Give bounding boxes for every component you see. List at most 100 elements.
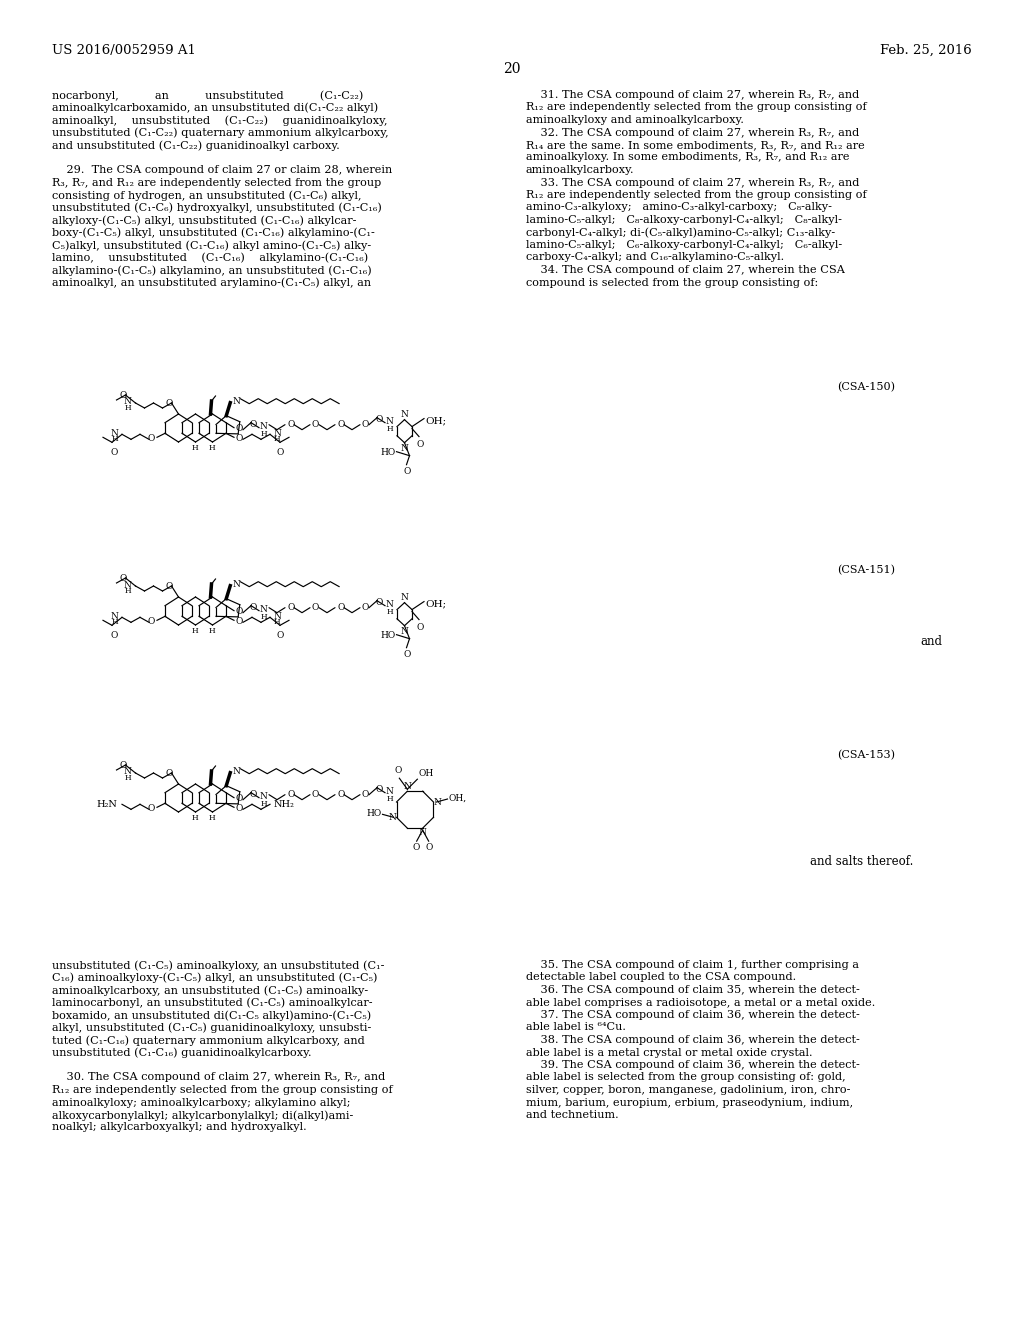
Text: R₁₄ are the same. In some embodiments, R₃, R₇, and R₁₂ are: R₁₄ are the same. In some embodiments, R… (526, 140, 864, 150)
Text: H: H (191, 627, 198, 635)
Text: 39. The CSA compound of claim 36, wherein the detect-: 39. The CSA compound of claim 36, wherei… (526, 1060, 860, 1071)
Text: able label is a metal crystal or metal oxide crystal.: able label is a metal crystal or metal o… (526, 1048, 812, 1057)
Text: OH: OH (419, 770, 433, 779)
Text: O: O (312, 603, 319, 612)
Text: O: O (147, 804, 155, 813)
Text: H: H (387, 425, 393, 433)
Text: able label is selected from the group consisting of: gold,: able label is selected from the group co… (526, 1072, 846, 1082)
Text: O: O (120, 391, 127, 400)
Text: O: O (276, 631, 284, 640)
Text: alkoxycarbonylalkyl; alkylcarbonylalkyl; di(alkyl)ami-: alkoxycarbonylalkyl; alkylcarbonylalkyl;… (52, 1110, 353, 1121)
Text: O: O (236, 424, 244, 433)
Text: O: O (287, 791, 294, 799)
Text: O: O (166, 399, 173, 408)
Text: able label is ⁶⁴Cu.: able label is ⁶⁴Cu. (526, 1023, 626, 1032)
Text: O: O (337, 791, 344, 799)
Text: H: H (191, 444, 198, 451)
Text: O: O (236, 607, 244, 616)
Text: aminoalkyloxy. In some embodiments, R₃, R₇, and R₁₂ are: aminoalkyloxy. In some embodiments, R₃, … (526, 153, 850, 162)
Text: carboxy-C₄-alkyl; and C₁₆-alkylamino-C₅-alkyl.: carboxy-C₄-alkyl; and C₁₆-alkylamino-C₅-… (526, 252, 784, 263)
Text: NH₂: NH₂ (274, 800, 295, 809)
Text: unsubstituted (C₁-C₅) aminoalkyloxy, an unsubstituted (C₁-: unsubstituted (C₁-C₅) aminoalkyloxy, an … (52, 960, 384, 970)
Text: O: O (417, 623, 424, 631)
Text: boxy-(C₁-C₅) alkyl, unsubstituted (C₁-C₁₆) alkylamino-(C₁-: boxy-(C₁-C₅) alkyl, unsubstituted (C₁-C₁… (52, 227, 375, 238)
Text: N: N (111, 612, 118, 620)
Text: O: O (236, 795, 244, 803)
Text: HO: HO (367, 809, 382, 818)
Text: amino-C₃-alkyloxy;   amino-C₃-alkyl-carboxy;   C₈-alky-: amino-C₃-alkyloxy; amino-C₃-alkyl-carbox… (526, 202, 831, 213)
Text: 29.  The CSA compound of claim 27 or claim 28, wherein: 29. The CSA compound of claim 27 or clai… (52, 165, 392, 176)
Text: H: H (125, 404, 131, 412)
Text: N: N (400, 409, 409, 418)
Text: O: O (417, 440, 424, 449)
Text: aminoalkylcarboxy.: aminoalkylcarboxy. (526, 165, 635, 176)
Text: (CSA-151): (CSA-151) (837, 565, 895, 576)
Text: N: N (124, 767, 131, 776)
Text: N: N (400, 593, 409, 602)
Text: compound is selected from the group consisting of:: compound is selected from the group cons… (526, 277, 818, 288)
Text: 37. The CSA compound of claim 36, wherein the detect-: 37. The CSA compound of claim 36, wherei… (526, 1010, 860, 1020)
Text: N: N (403, 783, 412, 791)
Text: lamino-C₅-alkyl;   C₆-alkoxy-carbonyl-C₄-alkyl;   C₆-alkyl-: lamino-C₅-alkyl; C₆-alkoxy-carbonyl-C₄-a… (526, 240, 842, 249)
Text: OH;: OH; (425, 417, 446, 425)
Text: aminoalkyl,    unsubstituted    (C₁-C₂₂)    guanidinoalkyloxy,: aminoalkyl, unsubstituted (C₁-C₂₂) guani… (52, 115, 387, 125)
Text: 30. The CSA compound of claim 27, wherein R₃, R₇, and: 30. The CSA compound of claim 27, wherei… (52, 1072, 385, 1082)
Text: O: O (403, 649, 412, 659)
Text: O: O (287, 420, 294, 429)
Text: O: O (147, 616, 155, 626)
Text: H: H (208, 627, 215, 635)
Text: O: O (394, 766, 402, 775)
Text: tuted (C₁-C₁₆) quaternary ammonium alkylcarboxy, and: tuted (C₁-C₁₆) quaternary ammonium alkyl… (52, 1035, 365, 1045)
Text: N: N (124, 397, 131, 407)
Text: aminoalkylcarboxamido, an unsubstituted di(C₁-C₂₂ alkyl): aminoalkylcarboxamido, an unsubstituted … (52, 103, 378, 114)
Text: O: O (312, 420, 319, 429)
Text: 35. The CSA compound of claim 1, further comprising a: 35. The CSA compound of claim 1, further… (526, 960, 859, 970)
Text: (CSA-150): (CSA-150) (837, 381, 895, 392)
Text: 31. The CSA compound of claim 27, wherein R₃, R₇, and: 31. The CSA compound of claim 27, wherei… (526, 90, 859, 100)
Text: and unsubstituted (C₁-C₂₂) guanidinoalkyl carboxy.: and unsubstituted (C₁-C₂₂) guanidinoalky… (52, 140, 340, 150)
Text: N: N (232, 581, 241, 589)
Text: O: O (337, 603, 344, 612)
Text: 34. The CSA compound of claim 27, wherein the CSA: 34. The CSA compound of claim 27, wherei… (526, 265, 845, 275)
Text: silver, copper, boron, manganese, gadolinium, iron, chro-: silver, copper, boron, manganese, gadoli… (526, 1085, 850, 1096)
Text: unsubstituted (C₁-C₆) hydroxyalkyl, unsubstituted (C₁-C₁₆): unsubstituted (C₁-C₆) hydroxyalkyl, unsu… (52, 202, 382, 213)
Text: H: H (125, 587, 131, 595)
Text: O: O (249, 789, 257, 799)
Text: N: N (260, 605, 268, 614)
Text: C₅)alkyl, unsubstituted (C₁-C₁₆) alkyl amino-(C₁-C₅) alky-: C₅)alkyl, unsubstituted (C₁-C₁₆) alkyl a… (52, 240, 371, 251)
Text: N: N (386, 787, 394, 796)
Text: O: O (362, 791, 370, 799)
Text: N: N (273, 429, 281, 438)
Text: O: O (166, 770, 173, 777)
Text: boxamido, an unsubstituted di(C₁-C₅ alkyl)amino-(C₁-C₅): boxamido, an unsubstituted di(C₁-C₅ alky… (52, 1010, 372, 1020)
Text: O: O (249, 420, 257, 429)
Text: lamino,    unsubstituted    (C₁-C₁₆)    alkylamino-(C₁-C₁₆): lamino, unsubstituted (C₁-C₁₆) alkylamin… (52, 252, 369, 263)
Text: 38. The CSA compound of claim 36, wherein the detect-: 38. The CSA compound of claim 36, wherei… (526, 1035, 860, 1045)
Text: N: N (400, 627, 409, 636)
Text: R₁₂ are independently selected from the group consisting of: R₁₂ are independently selected from the … (526, 190, 866, 201)
Text: O: O (166, 582, 173, 591)
Text: able label comprises a radioisotope, a metal or a metal oxide.: able label comprises a radioisotope, a m… (526, 998, 876, 1007)
Text: O: O (249, 603, 257, 611)
Text: unsubstituted (C₁-C₂₂) quaternary ammonium alkylcarboxy,: unsubstituted (C₁-C₂₂) quaternary ammoni… (52, 128, 389, 139)
Text: H: H (261, 800, 267, 808)
Text: O: O (376, 414, 383, 424)
Text: H: H (112, 436, 118, 444)
Text: H₂N: H₂N (96, 800, 117, 809)
Text: OH,: OH, (449, 793, 467, 803)
Text: O: O (111, 631, 118, 640)
Text: detectable label coupled to the CSA compound.: detectable label coupled to the CSA comp… (526, 973, 796, 982)
Text: H: H (112, 618, 118, 626)
Text: H: H (387, 607, 393, 615)
Text: HO: HO (380, 631, 395, 640)
Text: O: O (236, 804, 244, 813)
Text: N: N (433, 797, 441, 807)
Text: (CSA-153): (CSA-153) (837, 750, 895, 760)
Text: C₁₆) aminoalkyloxy-(C₁-C₅) alkyl, an unsubstituted (C₁-C₅): C₁₆) aminoalkyloxy-(C₁-C₅) alkyl, an uns… (52, 973, 378, 983)
Text: 20: 20 (503, 62, 521, 77)
Text: alkyl, unsubstituted (C₁-C₅) guanidinoalkyloxy, unsubsti-: alkyl, unsubstituted (C₁-C₅) guanidinoal… (52, 1023, 372, 1034)
Text: N: N (386, 417, 394, 426)
Text: N: N (232, 397, 241, 407)
Text: Feb. 25, 2016: Feb. 25, 2016 (881, 44, 972, 57)
Text: carbonyl-C₄-alkyl; di-(C₅-alkyl)amino-C₅-alkyl; C₁₃-alky-: carbonyl-C₄-alkyl; di-(C₅-alkyl)amino-C₅… (526, 227, 836, 238)
